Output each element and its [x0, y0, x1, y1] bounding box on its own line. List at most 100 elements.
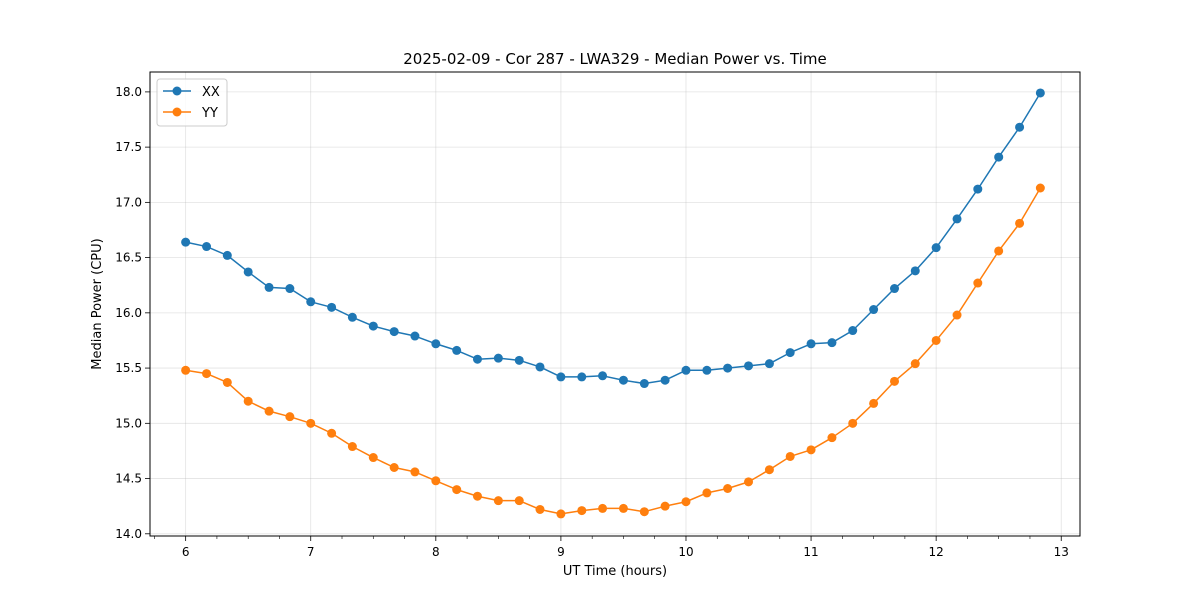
data-point-yy: [327, 428, 337, 438]
data-point-yy: [222, 377, 232, 387]
data-point-yy: [598, 503, 608, 513]
data-point-yy: [702, 488, 712, 498]
y-tick-label: 14.5: [115, 472, 142, 486]
y-tick-label: 18.0: [115, 85, 142, 99]
grid-layer: [150, 72, 1080, 536]
data-point-xx: [222, 250, 232, 260]
data-point-yy: [181, 365, 191, 375]
x-tick-label: 12: [929, 545, 944, 559]
data-point-xx: [639, 379, 649, 389]
data-point-yy: [952, 310, 962, 320]
data-point-xx: [493, 353, 503, 363]
data-point-xx: [785, 348, 795, 358]
data-point-yy: [556, 509, 566, 519]
data-point-yy: [639, 507, 649, 517]
data-point-yy: [890, 376, 900, 386]
data-point-yy: [452, 485, 462, 495]
x-tick-label: 6: [182, 545, 190, 559]
data-point-xx: [452, 345, 462, 355]
x-tick-label: 11: [803, 545, 818, 559]
data-point-xx: [243, 267, 253, 277]
data-point-yy: [1015, 218, 1025, 228]
data-point-xx: [181, 237, 191, 247]
data-point-xx: [327, 302, 337, 312]
data-point-yy: [264, 406, 274, 416]
data-point-xx: [744, 361, 754, 371]
data-point-xx: [910, 266, 920, 276]
data-point-yy: [764, 465, 774, 475]
data-point-xx: [306, 297, 316, 307]
data-point-xx: [1035, 88, 1045, 98]
data-point-xx: [931, 243, 941, 253]
data-point-yy: [347, 442, 357, 452]
legend-marker-yy: [172, 107, 182, 117]
data-point-xx: [890, 284, 900, 294]
data-point-yy: [931, 335, 941, 345]
series-layer: [181, 88, 1045, 519]
data-point-yy: [723, 483, 733, 493]
data-point-yy: [618, 503, 628, 513]
data-point-yy: [389, 463, 399, 473]
data-point-xx: [660, 375, 670, 385]
data-point-xx: [347, 312, 357, 322]
tick-layer: 6 7 8 9 10 11 12 13 14.0 14.5 15.0 15.5 16.0 16.5 17.0…: [115, 85, 1069, 559]
data-point-yy: [869, 398, 879, 408]
data-point-xx: [952, 214, 962, 224]
data-point-yy: [973, 278, 983, 288]
data-point-xx: [431, 339, 441, 349]
chart-title: 2025-02-09 - Cor 287 - LWA329 - Median P…: [403, 50, 827, 68]
data-point-yy: [744, 477, 754, 487]
data-point-xx: [618, 375, 628, 385]
data-point-xx: [556, 372, 566, 382]
x-tick-label: 10: [678, 545, 693, 559]
data-point-xx: [827, 338, 837, 348]
y-tick-label: 17.5: [115, 140, 142, 154]
data-point-yy: [1035, 183, 1045, 193]
data-point-xx: [202, 242, 212, 252]
data-point-xx: [994, 152, 1004, 162]
y-tick-label: 16.5: [115, 251, 142, 265]
data-point-xx: [264, 282, 274, 292]
data-point-xx: [1015, 122, 1025, 132]
data-point-xx: [514, 355, 524, 365]
data-point-yy: [681, 497, 691, 507]
data-point-xx: [389, 327, 399, 337]
data-point-xx: [973, 184, 983, 194]
y-tick-label: 15.5: [115, 361, 142, 375]
data-point-xx: [681, 365, 691, 375]
data-point-xx: [535, 362, 545, 372]
data-point-yy: [785, 451, 795, 461]
x-tick-label: 7: [307, 545, 315, 559]
data-point-xx: [848, 326, 858, 336]
y-tick-label: 17.0: [115, 195, 142, 209]
y-tick-label: 16.0: [115, 306, 142, 320]
data-point-xx: [764, 359, 774, 369]
data-point-xx: [723, 363, 733, 373]
data-point-xx: [806, 339, 816, 349]
data-point-yy: [243, 396, 253, 406]
legend-label-yy: YY: [201, 106, 218, 121]
y-tick-label: 14.0: [115, 527, 142, 541]
data-point-xx: [472, 354, 482, 364]
data-point-yy: [514, 496, 524, 506]
data-point-yy: [577, 506, 587, 516]
data-point-yy: [827, 433, 837, 443]
data-point-xx: [869, 305, 879, 315]
y-axis-label: Median Power (CPU): [90, 238, 105, 369]
data-point-yy: [285, 412, 295, 422]
plot-frame: [149, 71, 1081, 537]
data-point-yy: [431, 476, 441, 486]
data-point-yy: [368, 453, 378, 463]
data-point-yy: [493, 496, 503, 506]
data-point-yy: [535, 504, 545, 514]
data-point-yy: [410, 467, 420, 477]
data-point-yy: [202, 369, 212, 379]
data-point-yy: [306, 418, 316, 428]
x-axis-label: UT Time (hours): [563, 564, 667, 579]
y-tick-label: 15.0: [115, 416, 142, 430]
data-point-xx: [410, 331, 420, 341]
x-tick-label: 13: [1054, 545, 1069, 559]
data-point-yy: [994, 246, 1004, 256]
x-tick-label: 8: [432, 545, 440, 559]
data-point-yy: [660, 501, 670, 511]
